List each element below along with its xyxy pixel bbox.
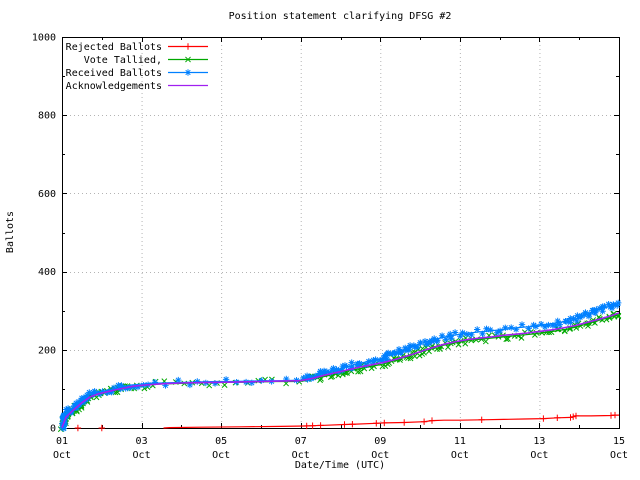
x-tick-label-day: 07	[295, 436, 307, 447]
x-tick-label-month: Oct	[610, 450, 628, 461]
y-tick-label: 200	[38, 345, 56, 356]
y-tick-label: 400	[38, 267, 56, 278]
series-line-acknowledgements	[61, 312, 620, 428]
x-tick-label-day: 11	[454, 436, 466, 447]
legend-marker-vote-tallied	[185, 56, 191, 63]
x-tick-label-day: 01	[56, 436, 68, 447]
legend: Rejected Ballots Vote Tallied, Received Ba…	[66, 42, 208, 92]
x-tick-label-month: Oct	[451, 450, 469, 461]
plot-border	[62, 37, 620, 429]
legend-marker-received-ballots	[184, 69, 192, 76]
x-tick-label-day: 09	[374, 436, 386, 447]
x-tick-label-month: Oct	[530, 450, 548, 461]
tick-labels: 0 200 400 600 800 1000 01 Oct 03 Oct 05 Oct 07 Oct 09 O…	[32, 33, 628, 462]
series-markers-rejected-ballots	[74, 411, 619, 432]
y-tick-label: 800	[38, 111, 56, 122]
x-tick-label-month: Oct	[133, 450, 151, 461]
legend-label-acknowledgements: Acknowledgements	[66, 81, 162, 92]
x-tick-label-day: 15	[613, 436, 625, 447]
x-axis-label: Date/Time (UTC)	[294, 460, 386, 471]
x-tick-label-month: Oct	[53, 450, 71, 461]
y-tick-label: 600	[38, 189, 56, 200]
legend-label-received-ballots: Received Ballots	[66, 68, 162, 79]
x-tick-label-day: 05	[215, 436, 227, 447]
series-line-rejected-ballots	[163, 414, 619, 429]
legend-label-rejected-ballots: Rejected Ballots	[66, 42, 162, 53]
x-tick-label-month: Oct	[371, 450, 389, 461]
x-tick-label-day: 03	[136, 436, 148, 447]
x-tick-label-month: Oct	[292, 450, 310, 461]
chart-title: Position statement clarifying DFSG #2	[228, 11, 452, 22]
legend-marker-rejected-ballots	[184, 43, 192, 50]
series-rejected-ballots	[74, 411, 619, 432]
x-tick-label-day: 13	[533, 436, 545, 447]
series-acknowledgements	[61, 312, 620, 428]
grid-lines	[62, 37, 619, 428]
series-line-received-ballots	[61, 302, 620, 428]
series-received-ballots	[59, 299, 622, 432]
series-markers-received-ballots	[59, 299, 622, 432]
legend-label-vote-tallied: Vote Tallied,	[84, 55, 162, 66]
x-tick-label-month: Oct	[212, 450, 230, 461]
y-tick-label: 1000	[32, 33, 56, 44]
y-tick-label: 0	[50, 424, 56, 435]
